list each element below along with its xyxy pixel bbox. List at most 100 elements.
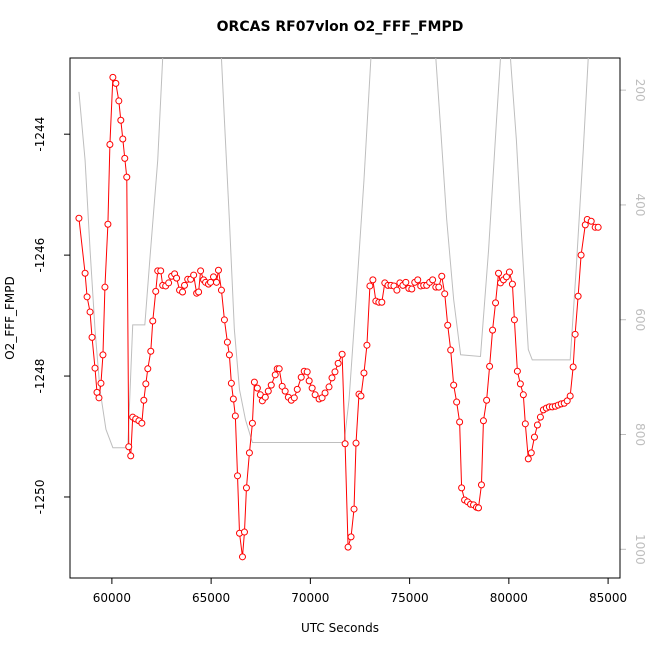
data-point xyxy=(533,421,541,429)
data-point xyxy=(197,267,205,275)
data-point xyxy=(242,484,250,492)
data-point xyxy=(229,395,237,403)
data-point xyxy=(536,413,544,421)
x-tick-label: 60000 xyxy=(93,591,131,605)
data-point xyxy=(450,381,458,389)
data-point xyxy=(217,286,225,294)
data-point xyxy=(261,393,269,401)
data-point xyxy=(248,419,256,427)
y2-tick-label: 400 xyxy=(633,193,647,216)
data-point xyxy=(275,365,283,373)
data-point xyxy=(253,384,261,392)
data-point xyxy=(99,351,107,359)
data-point xyxy=(479,417,487,425)
data-point xyxy=(477,481,485,489)
data-point xyxy=(524,455,532,463)
data-point xyxy=(363,341,371,349)
data-point xyxy=(264,387,272,395)
data-point xyxy=(321,389,329,397)
data-point xyxy=(495,269,503,277)
data-point xyxy=(527,449,535,457)
x-tick-label: 75000 xyxy=(391,591,429,605)
data-point xyxy=(408,285,416,293)
y-tick-label: -1250 xyxy=(33,480,47,515)
data-point xyxy=(181,281,189,289)
data-point xyxy=(190,271,198,279)
data-point xyxy=(571,330,579,338)
x-tick-label: 65000 xyxy=(192,591,230,605)
data-point xyxy=(223,338,231,346)
data-point xyxy=(347,533,355,541)
x-tick-label: 85000 xyxy=(589,591,627,605)
y2-line xyxy=(78,58,589,449)
data-point xyxy=(147,347,155,355)
data-point xyxy=(393,286,401,294)
data-point xyxy=(238,553,246,561)
y-tick-label: -1246 xyxy=(33,238,47,273)
y-tick-label: -1248 xyxy=(33,359,47,394)
data-point xyxy=(516,380,524,388)
data-point xyxy=(447,346,455,354)
data-point xyxy=(250,378,258,386)
data-point xyxy=(566,392,574,400)
data-point xyxy=(402,278,410,286)
data-point xyxy=(117,116,125,124)
data-point xyxy=(212,278,220,286)
y2-tick-label: 800 xyxy=(633,423,647,446)
x-tick-label: 80000 xyxy=(490,591,528,605)
data-point xyxy=(234,472,242,480)
data-point xyxy=(308,384,316,392)
data-point xyxy=(86,308,94,316)
data-point xyxy=(456,418,464,426)
data-point xyxy=(290,394,298,402)
data-point xyxy=(95,394,103,402)
data-point xyxy=(112,79,120,87)
data-point xyxy=(91,364,99,372)
data-point xyxy=(305,377,313,385)
data-point xyxy=(510,316,518,324)
y-tick-label: -1244 xyxy=(33,117,47,152)
data-point xyxy=(125,443,133,451)
data-point xyxy=(508,280,516,288)
data-point xyxy=(325,383,333,391)
chart-title: ORCAS RF07vlon O2_FFF_FMPD xyxy=(217,19,464,35)
data-point xyxy=(594,223,602,231)
data-point xyxy=(474,504,482,512)
data-point xyxy=(106,140,114,148)
data-point xyxy=(505,268,513,276)
data-point xyxy=(569,363,577,371)
data-point xyxy=(281,387,289,395)
data-point xyxy=(271,371,279,379)
data-point xyxy=(179,288,187,296)
data-point xyxy=(344,543,352,551)
data-point xyxy=(441,290,449,298)
data-point xyxy=(341,440,349,448)
data-point xyxy=(149,317,157,325)
data-point xyxy=(438,272,446,280)
data-point xyxy=(97,379,105,387)
data-point xyxy=(360,369,368,377)
data-point xyxy=(210,273,218,281)
data-point xyxy=(109,73,117,81)
data-point xyxy=(101,283,109,291)
data-point xyxy=(483,396,491,404)
data-point xyxy=(297,373,305,381)
y-axis-label: O2_FFF_FMPD xyxy=(3,276,17,360)
data-point xyxy=(369,276,377,284)
y2-tick-label: 600 xyxy=(633,308,647,331)
data-point xyxy=(293,385,301,393)
data-point xyxy=(214,266,222,274)
data-point xyxy=(458,484,466,492)
data-point xyxy=(81,269,89,277)
data-point xyxy=(331,368,339,376)
data-point xyxy=(144,365,152,373)
data-point xyxy=(357,392,365,400)
data-point xyxy=(173,274,181,282)
data-point xyxy=(435,283,443,291)
data-point xyxy=(245,449,253,457)
data-point xyxy=(123,173,131,181)
data-point xyxy=(138,419,146,427)
data-point xyxy=(486,362,494,370)
